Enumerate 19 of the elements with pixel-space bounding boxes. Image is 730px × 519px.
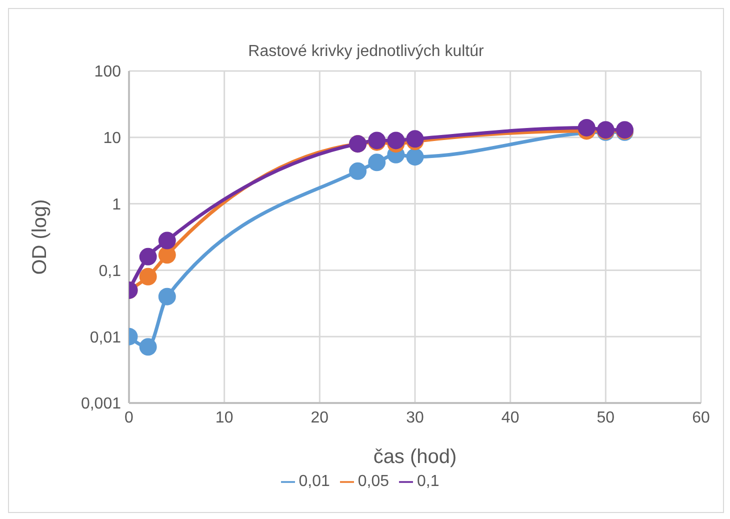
y-tick-label: 0,01 bbox=[90, 329, 122, 346]
x-axis-title: čas (hod) bbox=[373, 446, 457, 468]
chart-title: Rastové krivky jednotlivých kultúr bbox=[247, 43, 485, 61]
legend-label: 0,05 bbox=[358, 473, 390, 490]
y-tick-label: 0,001 bbox=[80, 396, 122, 413]
legend-label: 0,01 bbox=[298, 473, 330, 490]
legend-label: 0,1 bbox=[417, 473, 440, 490]
x-tick-label: 60 bbox=[692, 409, 710, 426]
x-tick-label: 0 bbox=[124, 409, 134, 426]
x-tick-label: 20 bbox=[310, 409, 329, 426]
y-tick-label: 0,1 bbox=[98, 262, 122, 280]
x-tick-label: 50 bbox=[596, 409, 615, 426]
y-tick-label: 10 bbox=[103, 130, 122, 148]
x-tick-label: 10 bbox=[215, 409, 234, 426]
x-tick-label: 30 bbox=[406, 409, 424, 426]
y-axis-title: OD (log) bbox=[29, 199, 52, 275]
y-tick-label: 1 bbox=[112, 196, 122, 214]
y-tick-label: 100 bbox=[94, 64, 122, 81]
x-tick-label: 40 bbox=[501, 409, 520, 426]
